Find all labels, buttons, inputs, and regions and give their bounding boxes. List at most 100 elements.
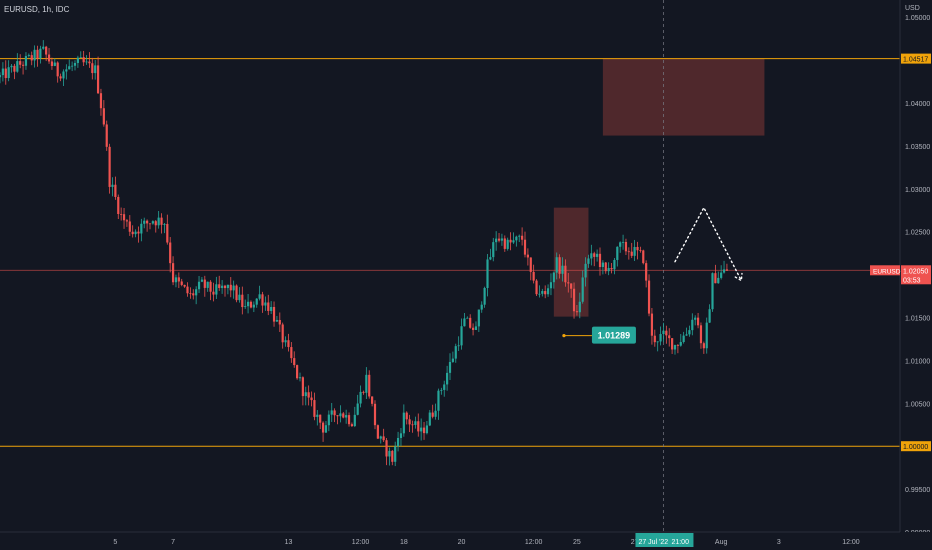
axis-unit-label: USD bbox=[905, 5, 920, 12]
candle-body bbox=[10, 65, 13, 68]
candle-body bbox=[16, 61, 19, 72]
candle-body bbox=[91, 63, 94, 74]
candle-body bbox=[163, 223, 166, 225]
candle-body bbox=[272, 306, 276, 322]
candle-body bbox=[570, 283, 573, 289]
candle-body bbox=[624, 241, 628, 252]
candle-body bbox=[621, 241, 625, 243]
candle-body bbox=[532, 271, 535, 281]
bar-countdown: 03:53 bbox=[903, 277, 921, 284]
price-tick-label: 1.03500 bbox=[905, 144, 930, 151]
candle-body bbox=[186, 286, 189, 294]
low-price-callout[interactable] bbox=[591, 326, 636, 344]
candle-body bbox=[53, 62, 56, 66]
candle-body bbox=[486, 259, 489, 288]
candle-body bbox=[578, 301, 581, 313]
candle-body bbox=[313, 400, 316, 417]
candle-body bbox=[36, 49, 39, 59]
candle-body bbox=[131, 231, 134, 235]
candle-body bbox=[359, 391, 362, 404]
time-tick-label: 13 bbox=[285, 539, 293, 546]
candle-body bbox=[725, 269, 729, 271]
price-tick-label: 1.03000 bbox=[905, 187, 930, 194]
price-tick-label: 1.01500 bbox=[905, 315, 930, 322]
candle-body bbox=[636, 246, 639, 251]
candle-body bbox=[538, 293, 541, 295]
candle-body bbox=[148, 223, 152, 225]
candle-body bbox=[362, 391, 365, 393]
plot-area[interactable] bbox=[0, 0, 900, 532]
candle-body bbox=[267, 302, 270, 311]
candle-body bbox=[192, 293, 195, 296]
candle-body bbox=[200, 279, 204, 282]
candle-body bbox=[197, 281, 201, 290]
candle-body bbox=[567, 282, 570, 284]
axis-corner bbox=[900, 532, 932, 550]
candle-body bbox=[694, 317, 697, 320]
candle-body bbox=[659, 334, 662, 342]
candle-body bbox=[417, 421, 420, 432]
time-tick-label: 12:00 bbox=[842, 539, 860, 546]
candle-body bbox=[166, 223, 169, 243]
candle-body bbox=[457, 345, 460, 347]
time-tick-label: 5 bbox=[113, 539, 117, 546]
candle-body bbox=[523, 239, 527, 255]
candle-body bbox=[30, 55, 33, 61]
candle-body bbox=[391, 450, 394, 462]
candle-body bbox=[610, 267, 613, 270]
candle-body bbox=[382, 436, 385, 441]
candle-body bbox=[345, 415, 348, 418]
candle-body bbox=[665, 330, 668, 336]
crosshair-date-text: 27 Jul '22 bbox=[638, 539, 668, 546]
candle-body bbox=[399, 433, 403, 438]
candle-body bbox=[333, 410, 336, 416]
candle-body bbox=[495, 238, 498, 243]
low-point-marker bbox=[562, 333, 566, 338]
candle-body bbox=[480, 304, 483, 310]
level-price-tag-text: 1.00000 bbox=[903, 444, 928, 451]
candle-body bbox=[65, 69, 68, 72]
candle-body bbox=[218, 284, 221, 288]
candle-body bbox=[676, 345, 679, 346]
candle-body bbox=[246, 301, 250, 307]
current-price-value: 1.02050 bbox=[903, 268, 928, 275]
candle-body bbox=[221, 285, 224, 288]
candle-body bbox=[509, 239, 512, 243]
candle-body bbox=[717, 277, 720, 284]
candle-body bbox=[0, 75, 2, 78]
price-tick-label: 1.00500 bbox=[905, 401, 930, 408]
candle-body bbox=[137, 231, 140, 234]
candle-body bbox=[45, 46, 48, 55]
candle-body bbox=[685, 334, 688, 336]
candle-body bbox=[466, 317, 469, 319]
candle-body bbox=[454, 346, 457, 359]
level-price-tag-text: 1.04517 bbox=[903, 57, 928, 64]
candle-body bbox=[642, 250, 645, 264]
candle-body bbox=[440, 389, 443, 391]
candle-body bbox=[275, 319, 279, 322]
candle-body bbox=[696, 317, 700, 326]
time-axis[interactable] bbox=[0, 532, 900, 550]
candle-body bbox=[564, 265, 567, 283]
time-tick-label: 18 bbox=[400, 539, 408, 546]
candle-body bbox=[373, 403, 377, 426]
candle-body bbox=[94, 65, 97, 74]
candle-body bbox=[598, 253, 602, 267]
candle-body bbox=[593, 253, 596, 257]
candle-body bbox=[365, 374, 368, 393]
candle-body bbox=[301, 377, 304, 397]
candle-body bbox=[630, 251, 633, 256]
candle-body bbox=[711, 273, 714, 310]
candle-body bbox=[549, 282, 553, 289]
candle-body bbox=[298, 377, 302, 379]
candle-body bbox=[350, 424, 354, 427]
price-tick-label: 0.99500 bbox=[905, 487, 930, 494]
candle-body bbox=[497, 238, 501, 241]
candle-body bbox=[56, 62, 59, 77]
candle-body bbox=[526, 254, 529, 258]
candle-body bbox=[319, 414, 322, 423]
candle-body bbox=[584, 263, 587, 278]
candle-body bbox=[50, 61, 54, 66]
